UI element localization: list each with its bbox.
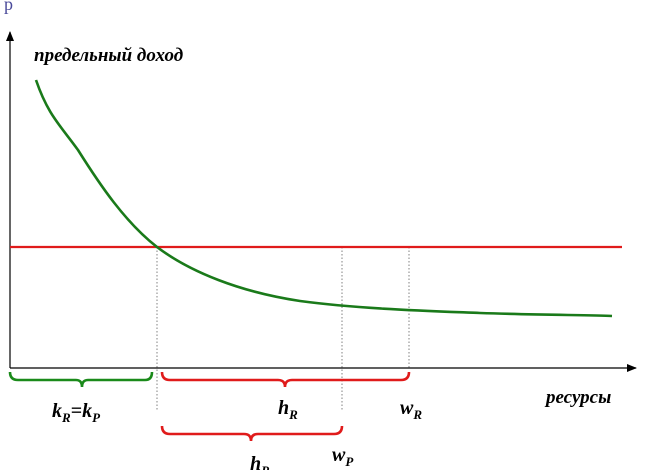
label-wP: wP xyxy=(332,444,354,469)
label-kR-eq-kP: kR=kP xyxy=(52,400,101,425)
corner-glyph: р xyxy=(4,0,13,14)
marginal-revenue-curve xyxy=(34,79,613,318)
label-wR: wR xyxy=(400,397,422,422)
y-axis-label: предельный доход xyxy=(34,45,183,66)
red-brace-hR xyxy=(160,371,411,388)
label-hR: hR xyxy=(278,397,298,422)
red-brace-hP xyxy=(160,425,344,442)
green-brace-k xyxy=(8,371,154,388)
label-hP: hP xyxy=(250,453,270,470)
x-axis-label: ресурсы xyxy=(544,387,611,408)
